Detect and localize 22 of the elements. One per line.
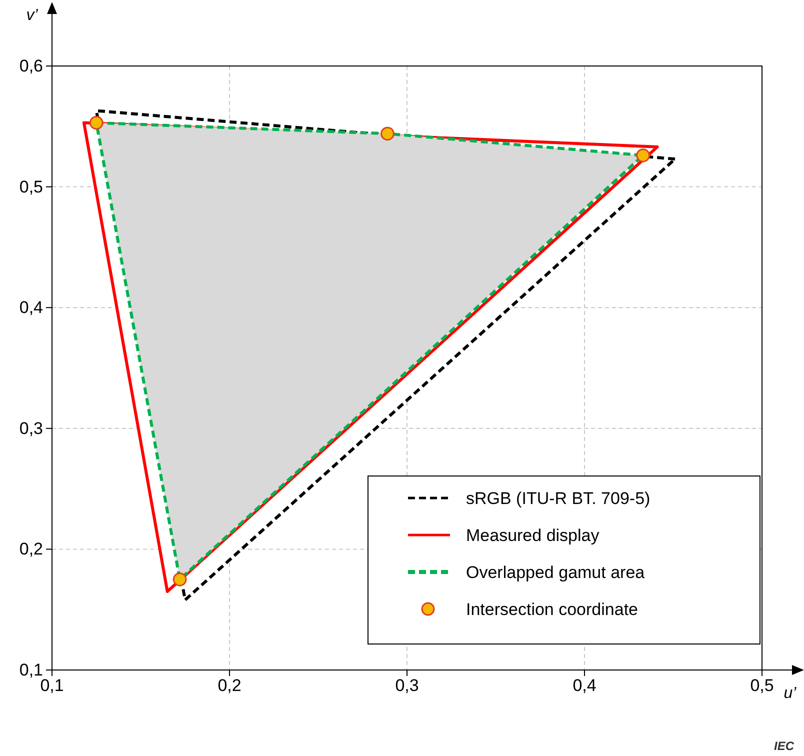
x-tick-label: 0,1 bbox=[40, 676, 64, 696]
text: IEC bbox=[774, 739, 794, 753]
legend-label: Measured display bbox=[466, 526, 600, 545]
point bbox=[172, 572, 187, 586]
point bbox=[636, 148, 650, 162]
y-tick-label: 0,5 bbox=[19, 177, 43, 196]
y-axis-title: v’ bbox=[26, 7, 38, 24]
point bbox=[89, 116, 104, 130]
y-tick-label: 0,4 bbox=[19, 298, 43, 318]
x-axis-title: u’ bbox=[784, 685, 797, 702]
legend-label: sRGB (ITU-R BT. 709-5) bbox=[466, 489, 650, 508]
y-tick-label: 0,6 bbox=[19, 56, 43, 76]
point bbox=[380, 126, 394, 141]
x-tick-label: 0,3 bbox=[395, 676, 419, 696]
x-tick-label: 0,2 bbox=[218, 676, 242, 696]
legend-label: Overlapped gamut area bbox=[466, 563, 646, 582]
y-tick-label: 0,2 bbox=[19, 540, 43, 559]
y-tick-label: 0,1 bbox=[19, 660, 43, 680]
y-tick-label: 0,3 bbox=[19, 418, 43, 438]
x-tick-label: 0,4 bbox=[572, 676, 596, 696]
x-tick-label: 0,5 bbox=[750, 676, 774, 696]
legend-label: Intersection coordinate bbox=[466, 600, 638, 619]
